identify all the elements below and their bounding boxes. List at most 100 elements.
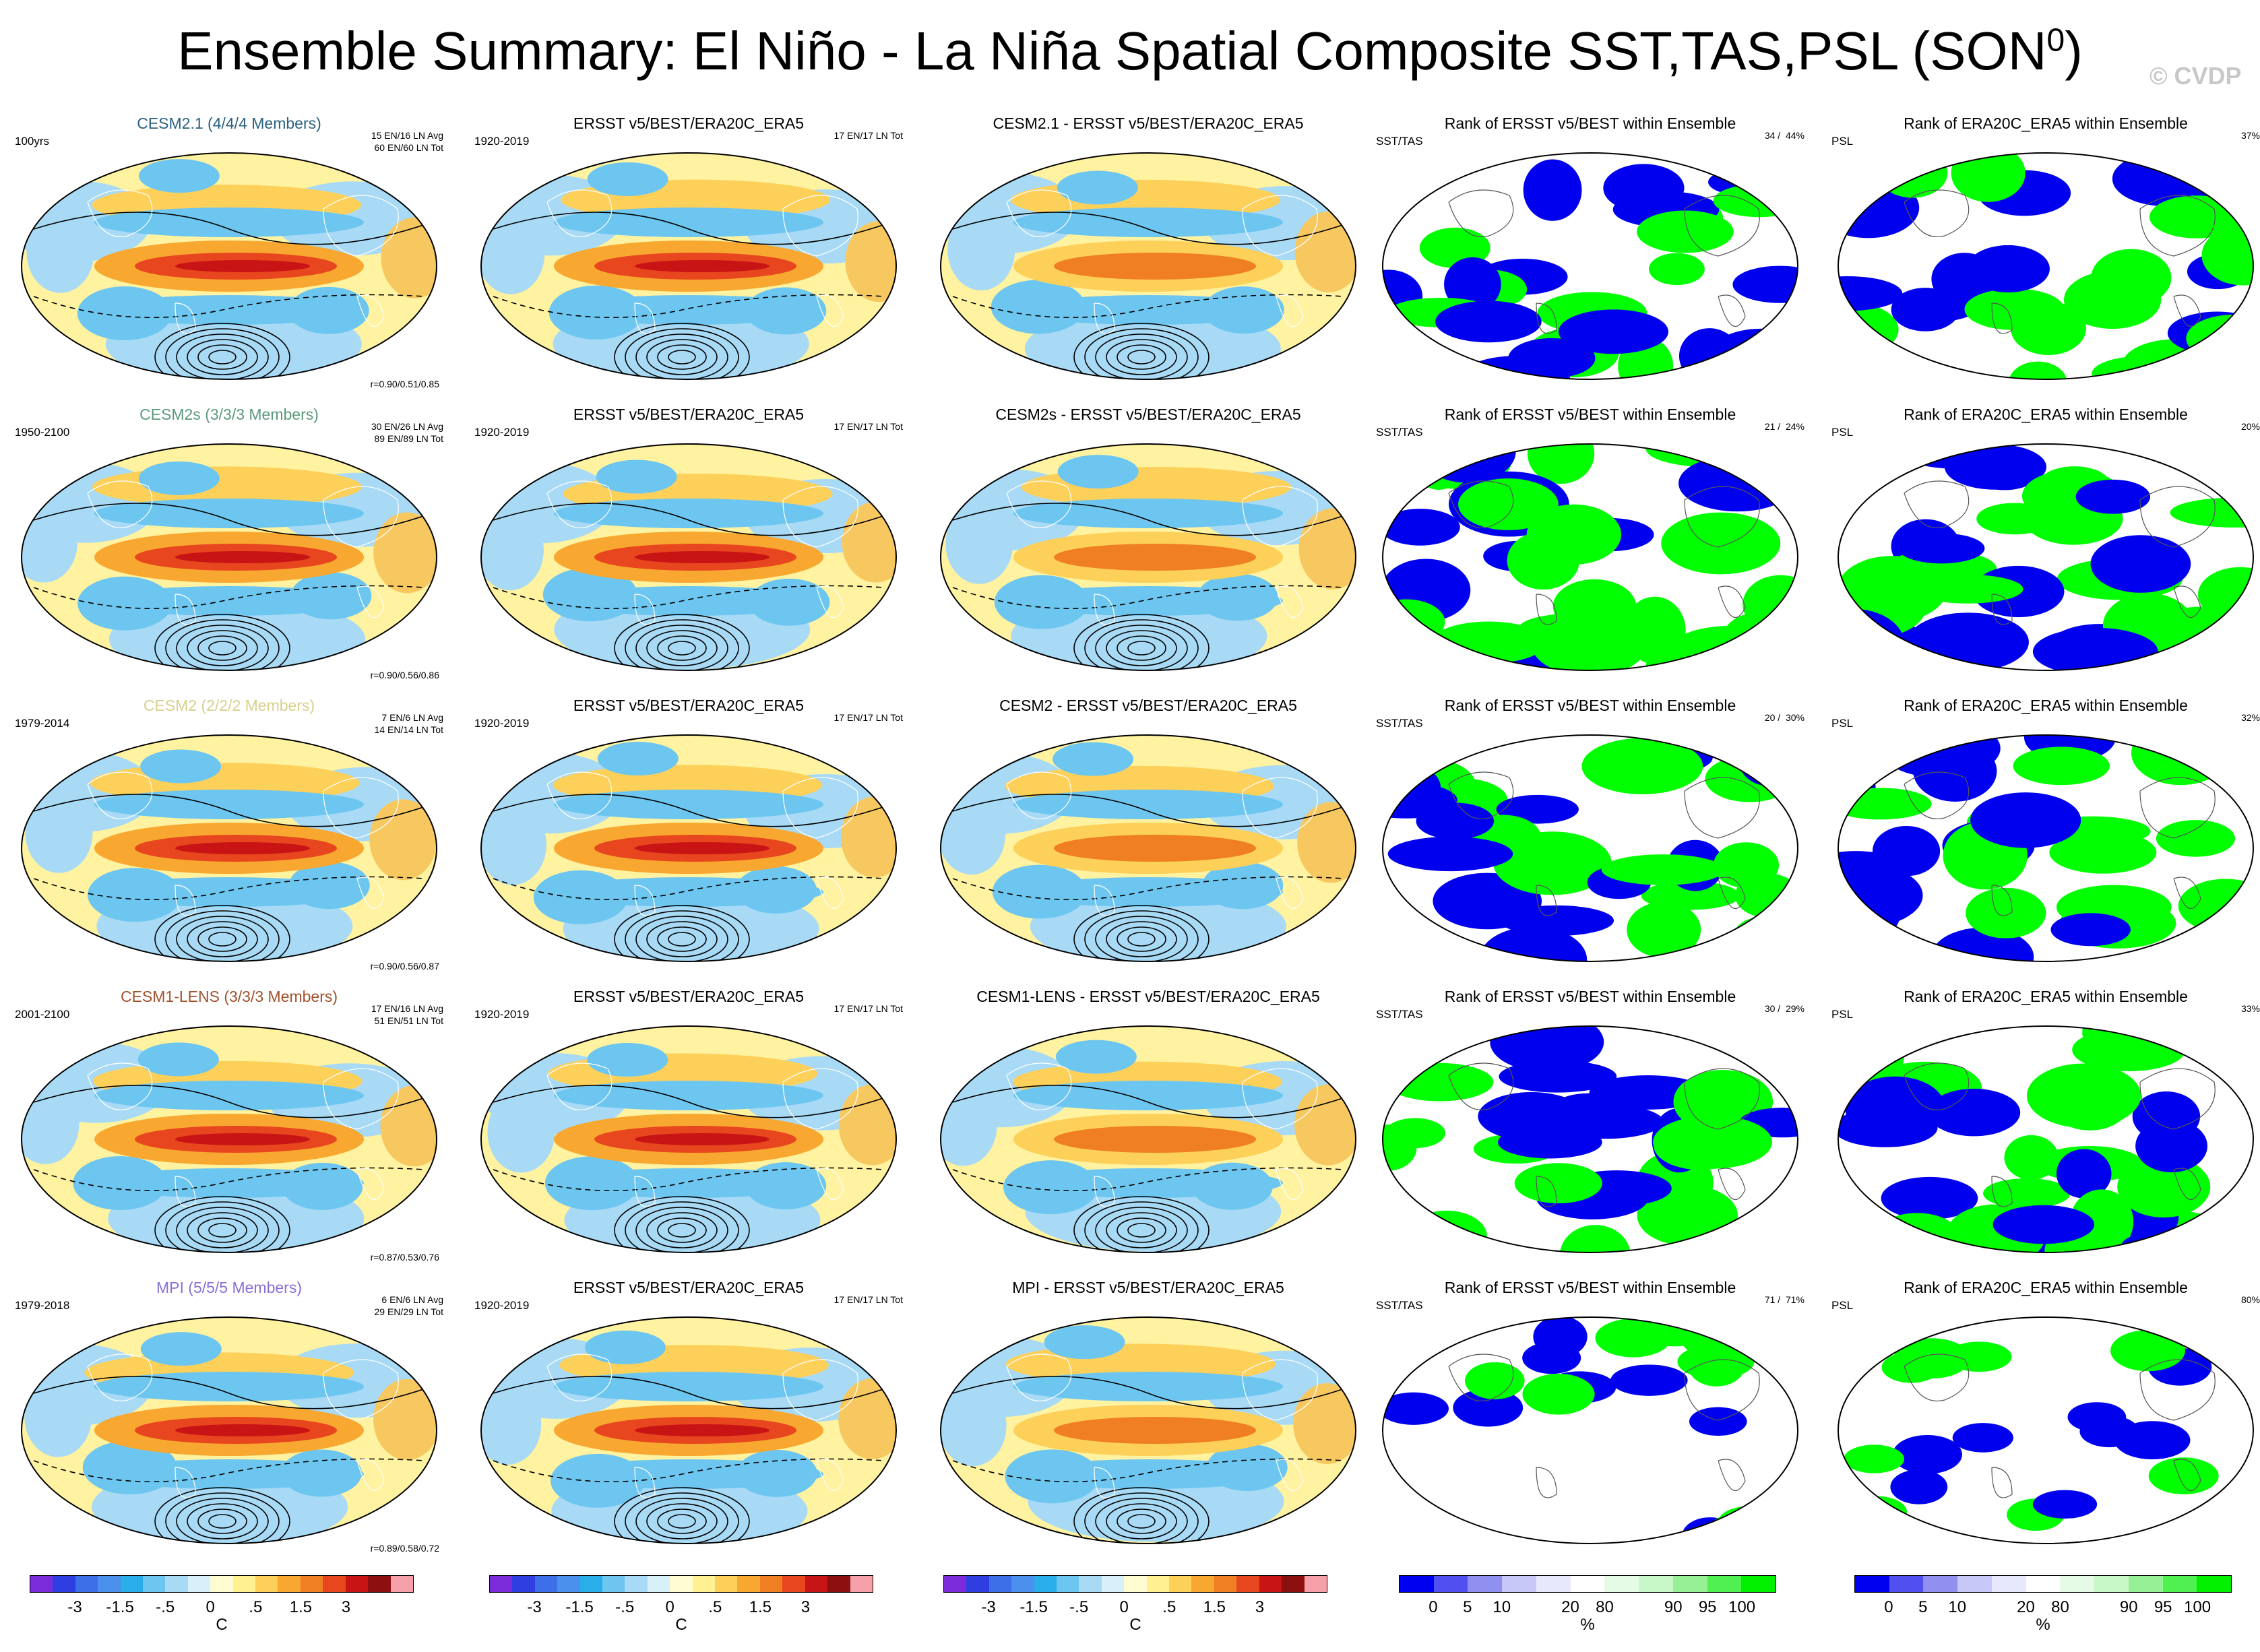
anomaly-region [584,1330,666,1364]
rank-region [2201,918,2253,958]
rank-region [1892,1434,1962,1474]
psl-contour [154,905,290,961]
map-m3 [21,1025,437,1253]
rank-region [2090,535,2191,593]
psl-contour [646,1212,718,1248]
event-counts: 17 EN/16 LN Avg 51 EN/51 LN Tot [371,1003,443,1026]
colorbar-unit: C [1129,1616,1141,1634]
cold-horseshoe-north [1013,499,1283,528]
cold-horseshoe-south [94,586,364,616]
psl-contour [1073,323,1210,379]
rank-region [1559,1225,1631,1252]
colorbar-swatch [512,1576,535,1592]
colorbar-swatch [232,1576,256,1592]
map-border [480,1316,897,1544]
colorbar-swatch [1101,1576,1125,1592]
psl-contour [1106,630,1177,666]
rank-psl-title: Rank of ERA20C_ERA5 within Ensemble [1904,697,2188,714]
rank-region [2110,1330,2185,1372]
period-label: 2001-2100 [15,1008,70,1021]
psl-contour [197,1217,247,1243]
coastline [87,189,399,334]
psl-contour-negative [493,585,885,610]
map-rs4 [1382,1316,1798,1544]
cold-horseshoe-north [554,208,823,237]
anomaly-region [1294,1084,1356,1166]
anomaly-region [138,159,220,193]
colorbar-swatch [1057,1576,1079,1592]
psl-contour [1127,1514,1156,1529]
period-label: 1950-2100 [15,426,70,439]
psl-contour [668,1223,696,1238]
model-panel: CESM2 (2/2/2 Members) 1979-2014 7 EN/6 LN … [7,697,451,980]
correlation-label: r=0.90/0.56/0.86 [370,670,439,680]
cold-horseshoe-north [554,1372,823,1401]
cold-horseshoe-south [554,1459,823,1489]
obs-period: 1920-2019 [474,717,530,730]
rank-sst-title: Rank of ERSST v5/BEST within Ensemble [1444,115,1736,132]
rank-region [2075,479,2151,514]
colorbar-swatch [2128,1576,2163,1592]
rank-psl-title: Rank of ERA20C_ERA5 within Ensemble [1904,406,2188,423]
obs-title: ERSST v5/BEST/ERA20C_ERA5 [573,697,805,714]
obs-period: 1920-2019 [474,1299,530,1312]
psl-contour [165,1201,280,1252]
rank-region [1523,159,1582,221]
temp-colorbar: -3 -1.5 -.5 0 .5 1.5 3 C [489,1575,873,1634]
rank-region [1838,788,1932,820]
cold-horseshoe-north [554,790,823,819]
cold-horseshoe-south [94,1459,364,1489]
colorbar-tick-label: .5 [1162,1598,1176,1616]
colorbar-swatches [30,1575,414,1593]
rank-region [1964,288,2065,330]
rank-region [1383,930,1445,961]
colorbar-unit: % [1580,1616,1595,1634]
model-panel: MPI (5/5/5 Members) 1979-2018 6 EN/6 LN Av… [7,1279,451,1562]
colorbar-swatch [1034,1576,1057,1592]
rank-region [1678,455,1796,512]
colorbar-swatch [647,1576,670,1592]
anomaly-region [380,1085,437,1167]
anomaly-region [945,503,1013,584]
obs-panel: ERSST v5/BEST/ERA20C_ERA5 1920-2019 17 EN/… [466,115,911,398]
anomaly-region [24,1376,92,1457]
rank-region [1435,300,1542,343]
rank-region [1387,836,1513,872]
obs-panel: ERSST v5/BEST/ERA20C_ERA5 1920-2019 17 EN/… [466,406,911,689]
anomaly-region [1044,1325,1125,1360]
colorbar-swatch [30,1576,53,1592]
rank-region [1912,574,2023,604]
enso-peak [635,551,770,563]
rank-region [1514,1163,1602,1204]
colorbar-swatch [579,1576,603,1592]
coastline [1904,771,2216,916]
psl-contour [1127,1223,1156,1238]
anomaly-region [941,794,1006,875]
coastline [546,189,858,334]
rank-sst-label: SST/TAS [1376,717,1423,730]
diff-title: CESM2s - ERSST v5/BEST/ERA20C_ERA5 [995,406,1301,423]
rank-region [1581,738,1703,794]
colorbar-swatch [944,1576,967,1592]
psl-contour [187,630,258,666]
coastline [546,1062,858,1207]
psl-contour [208,641,237,656]
colorbar-tick-label: 5 [1918,1598,1928,1616]
psl-contour [1117,635,1166,661]
rank-colorbar: 0 5 10 20 80 90 95 100% [1399,1575,1776,1634]
colorbar-swatch [120,1576,144,1592]
rank-region [2121,1229,2233,1252]
event-counts: 6 EN/6 LN Avg 29 EN/29 LN Tot [374,1294,443,1317]
psl-contour-positive [952,212,1351,245]
anomaly-region [587,162,668,196]
psl-contour [1084,328,1199,379]
correlation-label: r=0.87/0.53/0.76 [370,1252,439,1263]
rank-region [1838,922,1908,961]
map-o2 [480,734,897,962]
coastline [87,1062,399,1207]
rank-region [1610,1364,1688,1396]
colorbar-tick-label: -3 [67,1598,82,1616]
colorbar-tick-label: 95 [1698,1598,1717,1616]
rank-region [1838,170,1888,202]
rank-region [2148,1457,2219,1494]
